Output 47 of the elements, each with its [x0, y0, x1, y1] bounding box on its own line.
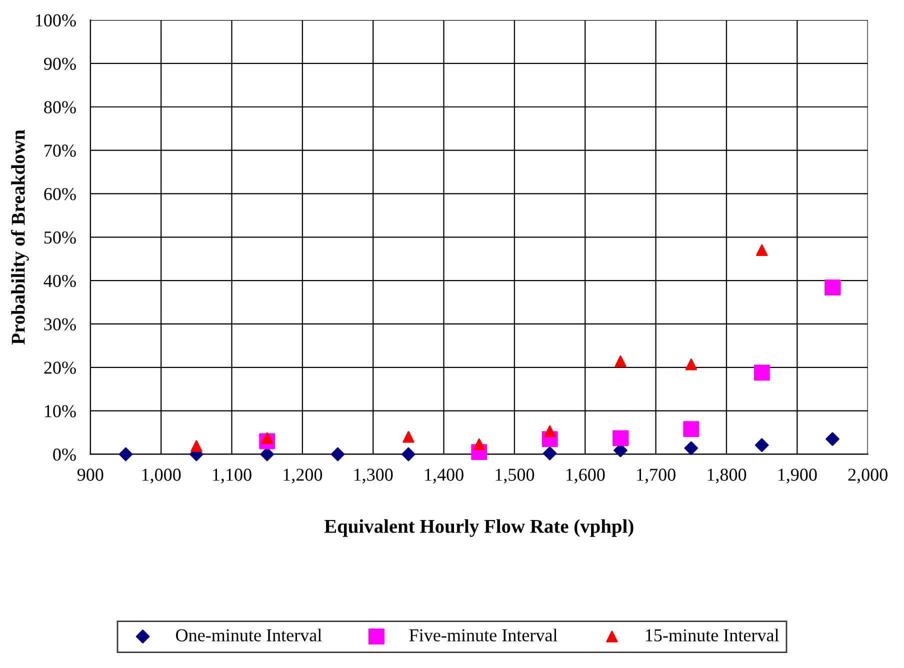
x-tick-label: 1,800	[708, 468, 746, 484]
point	[260, 447, 274, 462]
point	[754, 438, 769, 452]
point	[754, 364, 770, 381]
y-tick-label: 70%	[44, 144, 76, 157]
point	[824, 280, 840, 296]
point	[614, 355, 626, 368]
x-tick-label: 1,300	[354, 468, 393, 484]
y-tick-label: 20%	[44, 362, 76, 374]
point	[190, 440, 202, 452]
y-tick-label: 30%	[44, 318, 76, 330]
point	[542, 446, 557, 460]
legend-label: Five-minute Interval	[409, 628, 558, 642]
point	[685, 358, 697, 370]
legend-label: 15-minute Interval	[646, 628, 779, 642]
x-tick-label: 1,200	[284, 468, 322, 484]
x-tick-label: 1,100	[213, 468, 252, 484]
point	[402, 431, 414, 443]
x-tick-label: 900	[77, 468, 104, 481]
y-tick-label: 50%	[44, 231, 76, 244]
y-tick-label: 0%	[53, 448, 76, 461]
point	[544, 425, 556, 438]
x-tick-label: 1,700	[637, 468, 676, 484]
y-tick-label: 10%	[45, 405, 76, 418]
point	[826, 432, 840, 446]
y-tick-label: 100%	[36, 14, 76, 27]
x-tick-label: 1,500	[496, 468, 534, 484]
x-tick-label: 1,600	[566, 468, 605, 484]
point	[756, 244, 768, 256]
y-axis-title: Probability of Breakdown	[10, 130, 29, 344]
x-tick-label: 1,000	[142, 468, 181, 484]
point	[118, 447, 133, 462]
y-tick-label: 40%	[44, 274, 76, 288]
point	[402, 447, 416, 462]
y-tick-label: 90%	[44, 58, 76, 70]
point	[684, 441, 698, 456]
x-tick-label: 1,400	[425, 468, 464, 484]
point	[330, 447, 345, 462]
x-tick-label: 2,000	[848, 468, 888, 484]
y-tick-label: 80%	[44, 101, 76, 114]
legend-label: One-minute Interval	[176, 628, 322, 642]
x-tick-label: 1,900	[778, 468, 817, 484]
point	[473, 438, 485, 450]
point	[612, 430, 628, 446]
point	[683, 421, 700, 438]
y-tick-label: 60%	[44, 188, 76, 200]
x-axis-title: Equivalent Hourly Flow Rate (vphpl)	[324, 519, 634, 537]
